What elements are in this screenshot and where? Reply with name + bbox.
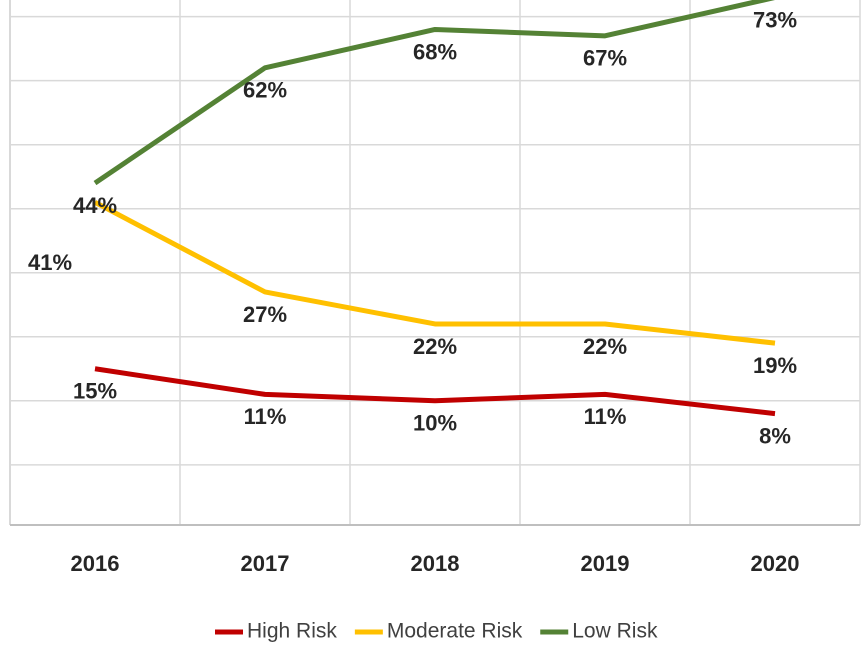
data-label: 27%: [243, 302, 287, 327]
data-label: 44%: [73, 193, 117, 218]
x-tick-label: 2019: [581, 551, 630, 576]
legend: High Risk Moderate Risk Low Risk: [215, 620, 658, 643]
data-label: 73%: [753, 7, 797, 32]
x-tick-label: 2016: [71, 551, 120, 576]
legend-label: Moderate Risk: [387, 620, 523, 643]
series-line: [93, 0, 776, 186]
series-line: [93, 200, 776, 346]
data-label: 62%: [243, 78, 287, 103]
x-tick-label: 2017: [241, 551, 290, 576]
legend-label: High Risk: [247, 620, 337, 643]
data-label: 67%: [583, 46, 627, 71]
legend-label: Low Risk: [572, 620, 658, 643]
data-label: 11%: [584, 404, 627, 429]
x-tick-label: 2020: [751, 551, 800, 576]
data-label: 41%: [28, 250, 72, 275]
series-line: [94, 366, 776, 417]
data-label: 15%: [73, 379, 117, 404]
data-label: 10%: [413, 411, 457, 436]
data-label: 22%: [413, 334, 457, 359]
data-label: 68%: [413, 39, 457, 64]
data-label: 22%: [583, 334, 627, 359]
data-label: 8%: [759, 423, 791, 448]
data-label: 11%: [244, 404, 287, 429]
data-label: 19%: [753, 353, 797, 378]
x-tick-label: 2018: [411, 551, 460, 576]
